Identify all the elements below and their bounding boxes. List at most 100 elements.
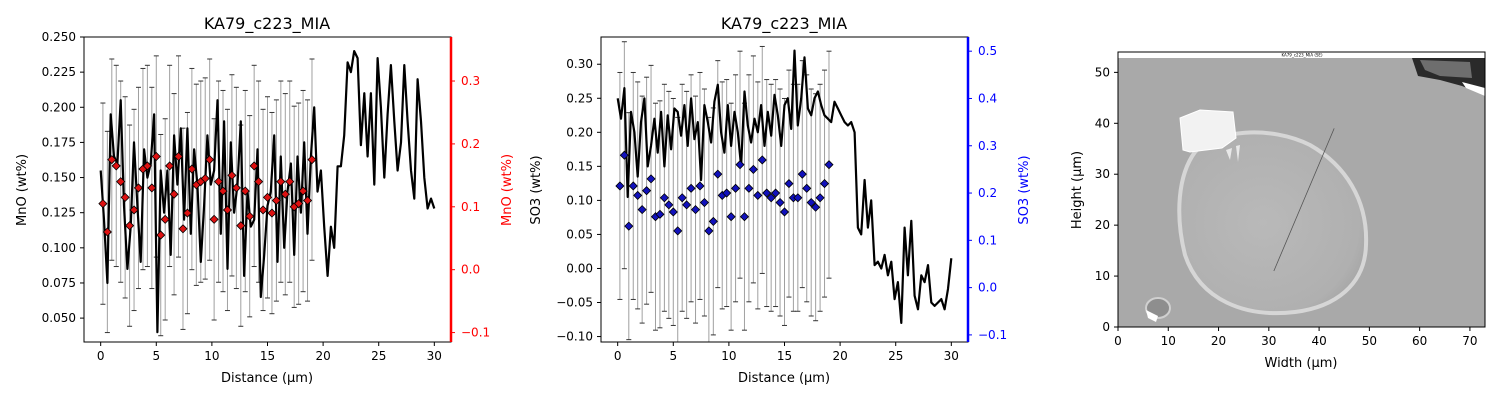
y-tick-label: 0.10 (566, 193, 593, 207)
data-point-marker (267, 208, 277, 218)
data-point-marker (757, 155, 767, 165)
data-point-marker (686, 183, 696, 193)
x-tick-label: 10 (721, 349, 736, 363)
x-tick-label: 20 (1211, 334, 1226, 348)
data-point-marker (116, 177, 126, 187)
data-point-marker (802, 183, 812, 193)
data-point-marker (624, 221, 634, 231)
data-point-marker (766, 193, 776, 203)
data-point-marker (779, 207, 790, 217)
so3-y-axis-label: SO3 (wt%) (529, 155, 544, 224)
data-point-marker (664, 200, 674, 210)
data-point-marker (744, 183, 754, 193)
y-tick-label: 0.15 (566, 159, 593, 173)
data-point-marker (811, 202, 821, 212)
data-point-marker (276, 177, 286, 187)
data-point-marker (731, 183, 741, 193)
data-point-marker (187, 164, 197, 174)
melt-inclusion (1177, 130, 1369, 316)
x-tick-label: 0 (614, 349, 622, 363)
data-point-marker (133, 183, 144, 193)
data-point-marker (218, 186, 228, 196)
right-y-tick-label: 0.1 (978, 233, 997, 247)
y-tick-label: 0.075 (42, 276, 76, 290)
image-y-axis-label: Height (µm) (1070, 151, 1085, 229)
data-point-marker (156, 230, 166, 240)
x-tick-label: 30 (944, 349, 959, 363)
data-point-marker (655, 209, 665, 219)
data-point-marker (307, 155, 317, 165)
data-point-marker (200, 173, 210, 184)
data-point-marker (722, 188, 732, 198)
data-point-marker (824, 160, 834, 170)
data-point-marker (151, 151, 161, 162)
vesicle-bright (1146, 310, 1158, 322)
data-point-marker (182, 208, 192, 218)
mno-right-y-axis-label: MnO (wt%) (500, 154, 515, 226)
right-y-tick-label: −0.1 (461, 326, 490, 340)
data-point-marker (165, 161, 175, 171)
y-tick-label: −0.10 (556, 330, 593, 344)
mno-chart-title: KA79_c223_MIA (204, 14, 330, 34)
data-point-marker (739, 212, 750, 222)
data-point-marker (819, 179, 830, 189)
so3-x-axis-label: Distance (µm) (738, 371, 830, 386)
right-y-tick-label: 0.2 (978, 186, 997, 200)
line-series-path (616, 49, 953, 324)
data-point-marker (659, 193, 669, 203)
x-tick-label: 25 (371, 349, 386, 363)
data-point-marker (205, 155, 215, 165)
data-point-marker (249, 161, 259, 171)
data-point-marker (169, 189, 179, 199)
mno-y-axis-label: MnO (wt%) (15, 154, 30, 226)
y-tick-label: 0.05 (566, 227, 593, 241)
mno-marker-series (98, 151, 317, 240)
data-point-marker (173, 151, 184, 162)
data-point-marker (214, 177, 224, 187)
data-point-marker (280, 189, 290, 199)
data-point-marker (615, 181, 625, 191)
so3-y-axis: −0.10 −0.05 0.00 0.05 0.10 0.15 0.20 0.25 0.30 (556, 57, 601, 344)
data-point-marker (682, 200, 692, 210)
bright-crystal (1179, 109, 1237, 153)
y-tick-label: 20 (1095, 218, 1110, 232)
right-y-tick-label: 0.5 (978, 44, 997, 58)
image-x-axis: 0 10 20 30 40 50 60 70 (1114, 327, 1478, 348)
data-point-marker (107, 155, 117, 165)
x-tick-label: 5 (669, 349, 677, 363)
data-point-marker (775, 197, 785, 208)
x-tick-label: 15 (260, 349, 275, 363)
y-tick-label: 0.225 (42, 65, 76, 79)
y-tick-label: 10 (1095, 269, 1110, 283)
data-point-marker (236, 221, 246, 231)
data-point-marker (690, 205, 701, 215)
data-point-marker (302, 195, 313, 206)
right-y-tick-label: 0.3 (461, 74, 480, 88)
data-point-marker (240, 186, 250, 196)
y-tick-label: 0.175 (42, 135, 76, 149)
data-point-marker (227, 170, 237, 180)
x-tick-label: 5 (152, 349, 160, 363)
so3-line-series (616, 49, 953, 324)
data-point-marker (699, 197, 709, 208)
so3-chart-title: KA79_c223_MIA (721, 14, 847, 34)
right-y-tick-label: 0.0 (978, 281, 997, 295)
data-point-marker (753, 190, 763, 200)
x-tick-label: 20 (315, 349, 330, 363)
data-point-marker (784, 179, 794, 189)
image-caption: KA79_c223_MIA (SE) (1281, 53, 1322, 58)
y-tick-label: −0.05 (556, 296, 593, 310)
data-point-marker (673, 226, 683, 236)
line-series-path (99, 49, 436, 334)
image-y-axis: 0 10 20 30 40 50 (1095, 65, 1118, 334)
image-frame (1117, 51, 1486, 328)
y-tick-label: 0.25 (566, 91, 593, 105)
right-y-tick-label: 0.0 (461, 263, 480, 277)
x-tick-label: 20 (832, 349, 847, 363)
data-point-marker (726, 212, 736, 222)
data-point-marker (642, 186, 652, 196)
data-point-marker (793, 193, 803, 203)
data-point-marker (262, 192, 273, 202)
x-tick-label: 10 (1161, 334, 1176, 348)
data-point-marker (222, 205, 233, 215)
